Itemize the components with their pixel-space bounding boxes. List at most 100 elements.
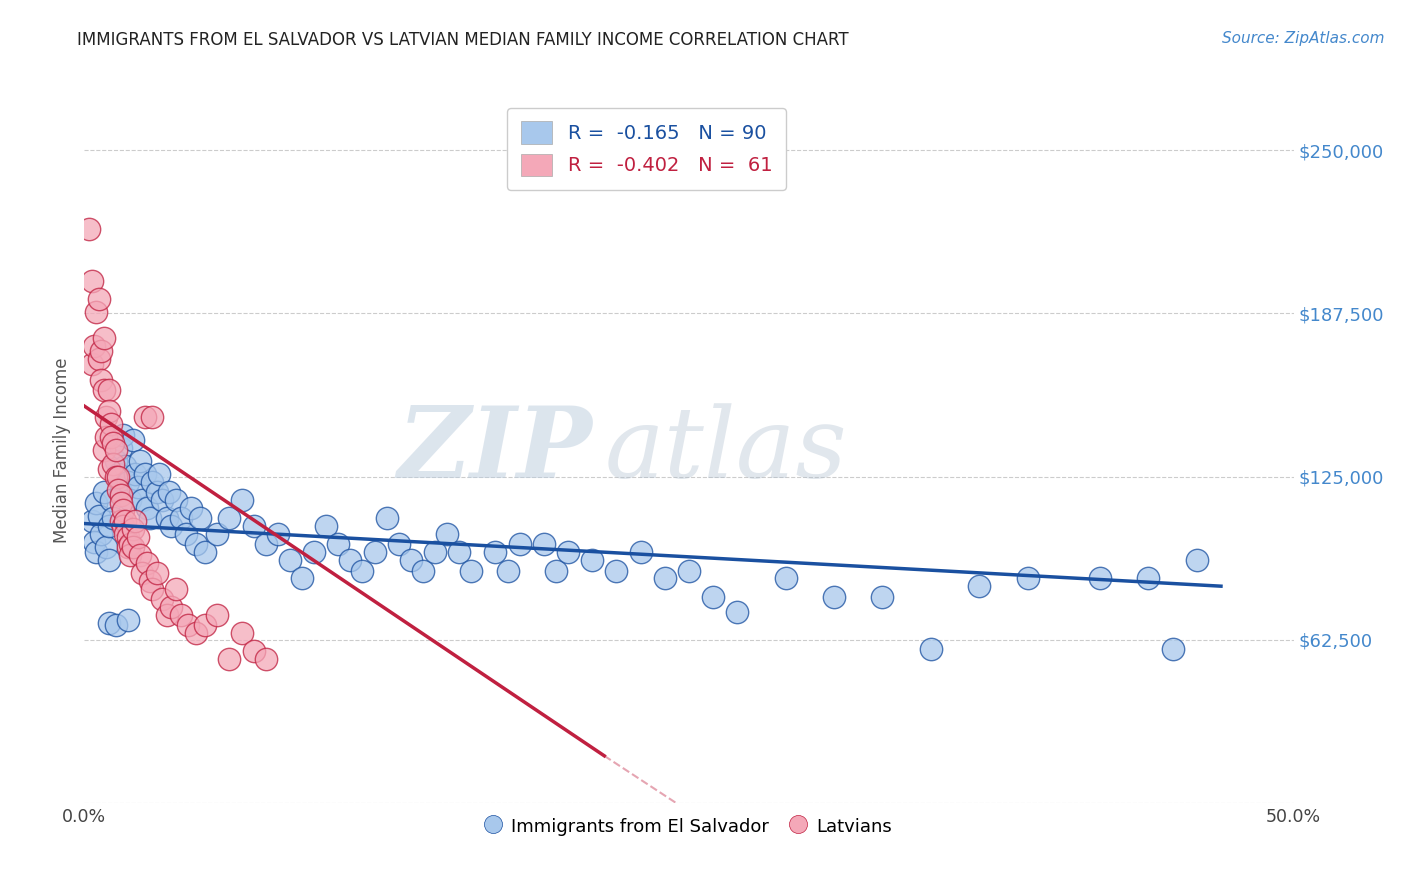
- Point: [278, 553, 301, 567]
- Point: [605, 564, 627, 578]
- Point: [114, 514, 136, 528]
- Point: [207, 527, 229, 541]
- Point: [97, 519, 120, 533]
- Point: [654, 571, 676, 585]
- Point: [388, 537, 411, 551]
- Point: [267, 527, 290, 541]
- Point: [165, 582, 187, 596]
- Point: [1137, 571, 1160, 585]
- Point: [83, 339, 105, 353]
- Point: [399, 553, 422, 567]
- Point: [86, 545, 108, 559]
- Point: [112, 427, 135, 442]
- Point: [141, 582, 163, 596]
- Point: [86, 305, 108, 319]
- Point: [129, 548, 152, 562]
- Point: [110, 441, 132, 455]
- Point: [533, 537, 555, 551]
- Point: [184, 537, 207, 551]
- Point: [339, 553, 361, 567]
- Point: [93, 384, 115, 398]
- Point: [920, 641, 942, 656]
- Point: [242, 644, 264, 658]
- Point: [117, 540, 139, 554]
- Point: [94, 540, 117, 554]
- Point: [100, 417, 122, 432]
- Point: [120, 537, 142, 551]
- Point: [97, 615, 120, 630]
- Point: [150, 493, 173, 508]
- Point: [87, 352, 110, 367]
- Point: [110, 514, 132, 528]
- Point: [141, 409, 163, 424]
- Point: [124, 467, 146, 481]
- Point: [117, 613, 139, 627]
- Point: [86, 496, 108, 510]
- Text: Source: ZipAtlas.com: Source: ZipAtlas.com: [1222, 31, 1385, 46]
- Point: [177, 618, 200, 632]
- Point: [104, 454, 127, 468]
- Point: [207, 607, 229, 622]
- Point: [131, 493, 153, 508]
- Point: [160, 519, 183, 533]
- Point: [291, 571, 314, 585]
- Point: [83, 534, 105, 549]
- Point: [1161, 641, 1184, 656]
- Point: [87, 292, 110, 306]
- Point: [702, 590, 724, 604]
- Point: [120, 493, 142, 508]
- Point: [93, 443, 115, 458]
- Point: [146, 485, 169, 500]
- Point: [97, 461, 120, 475]
- Point: [509, 537, 531, 551]
- Point: [484, 545, 506, 559]
- Point: [1088, 571, 1111, 585]
- Point: [155, 607, 177, 622]
- Point: [129, 454, 152, 468]
- Point: [449, 545, 471, 559]
- Point: [104, 469, 127, 483]
- Point: [254, 537, 277, 551]
- Point: [80, 514, 103, 528]
- Point: [630, 545, 652, 559]
- Point: [136, 556, 159, 570]
- Point: [107, 467, 129, 481]
- Point: [254, 652, 277, 666]
- Point: [112, 519, 135, 533]
- Point: [302, 545, 325, 559]
- Point: [160, 600, 183, 615]
- Point: [134, 409, 156, 424]
- Point: [90, 527, 112, 541]
- Point: [97, 404, 120, 418]
- Point: [352, 564, 374, 578]
- Point: [174, 527, 197, 541]
- Point: [97, 553, 120, 567]
- Point: [131, 566, 153, 581]
- Point: [103, 435, 125, 450]
- Point: [725, 605, 748, 619]
- Point: [90, 373, 112, 387]
- Point: [138, 511, 160, 525]
- Point: [375, 511, 398, 525]
- Point: [148, 467, 170, 481]
- Point: [436, 527, 458, 541]
- Point: [967, 579, 990, 593]
- Point: [231, 493, 253, 508]
- Point: [80, 274, 103, 288]
- Point: [460, 564, 482, 578]
- Text: IMMIGRANTS FROM EL SALVADOR VS LATVIAN MEDIAN FAMILY INCOME CORRELATION CHART: IMMIGRANTS FROM EL SALVADOR VS LATVIAN M…: [77, 31, 849, 49]
- Legend: Immigrants from El Salvador, Latvians: Immigrants from El Salvador, Latvians: [479, 808, 898, 845]
- Point: [170, 511, 193, 525]
- Point: [121, 433, 143, 447]
- Point: [823, 590, 845, 604]
- Point: [104, 443, 127, 458]
- Point: [87, 508, 110, 523]
- Point: [117, 475, 139, 489]
- Y-axis label: Median Family Income: Median Family Income: [53, 358, 72, 543]
- Point: [218, 652, 240, 666]
- Point: [242, 519, 264, 533]
- Point: [134, 467, 156, 481]
- Point: [124, 514, 146, 528]
- Point: [315, 519, 337, 533]
- Point: [100, 430, 122, 444]
